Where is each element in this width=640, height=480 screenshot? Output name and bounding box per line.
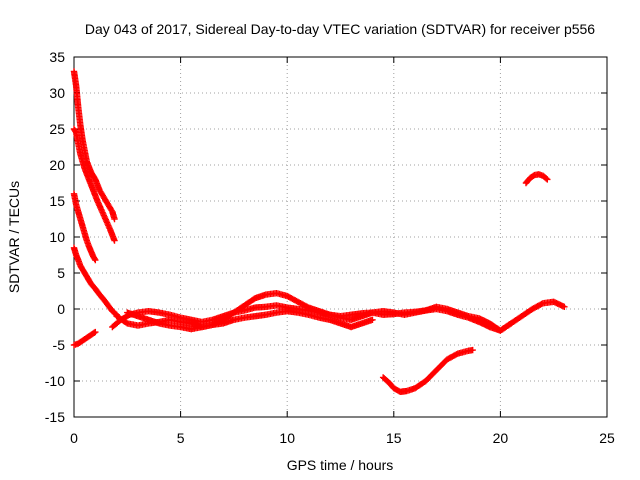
y-tick-label: -5 <box>53 337 66 353</box>
point-marker <box>537 301 544 308</box>
point-marker <box>453 351 460 358</box>
point-marker <box>543 175 550 182</box>
point-marker <box>107 205 114 213</box>
x-tick-label: 10 <box>279 430 295 446</box>
point-marker <box>303 311 311 318</box>
point-marker <box>82 271 89 278</box>
data-markers <box>70 68 568 395</box>
point-marker <box>91 255 98 263</box>
point-marker <box>506 321 514 328</box>
point-marker <box>81 228 88 236</box>
y-axis-label: SDTVAR / TECUs <box>6 181 22 293</box>
point-marker <box>442 305 449 312</box>
point-marker <box>77 263 85 271</box>
point-marker <box>165 311 172 318</box>
y-tick-label: 25 <box>49 121 65 137</box>
point-marker <box>90 254 98 261</box>
y-tick-label: 15 <box>49 193 65 209</box>
point-marker <box>121 318 129 325</box>
point-marker <box>101 195 108 202</box>
point-marker <box>76 149 84 156</box>
series-arc-a <box>70 68 118 223</box>
point-marker <box>282 292 289 299</box>
y-tick-labels: 35 30 25 20 15 10 5 0 -5 -10 -15 <box>45 49 65 425</box>
point-marker <box>314 314 321 321</box>
point-marker <box>291 297 299 304</box>
point-marker <box>541 174 549 181</box>
point-marker <box>559 303 567 310</box>
point-marker <box>74 207 82 214</box>
point-marker <box>394 387 401 394</box>
y-tick-label: 0 <box>57 301 65 317</box>
point-marker <box>505 321 512 329</box>
y-tick-label: -10 <box>45 373 65 389</box>
point-marker <box>90 173 98 181</box>
y-tick-label: 30 <box>49 85 65 101</box>
x-tick-label: 5 <box>177 430 185 446</box>
series-arc-d <box>70 244 120 318</box>
series-arc-e <box>70 328 99 349</box>
point-marker <box>91 329 98 336</box>
point-marker <box>325 316 332 323</box>
point-marker <box>238 303 246 311</box>
plot-frame <box>73 56 608 418</box>
point-marker <box>420 379 427 386</box>
point-marker <box>76 214 84 221</box>
x-tick-label: 0 <box>70 430 78 446</box>
point-marker <box>463 312 471 319</box>
series-band-3 <box>124 307 376 333</box>
point-marker <box>110 236 118 243</box>
point-marker <box>335 314 343 321</box>
point-marker <box>529 173 536 180</box>
point-marker <box>367 317 375 324</box>
point-marker <box>107 305 114 313</box>
point-marker <box>78 221 86 228</box>
point-marker <box>94 289 102 296</box>
y-tick-label: -15 <box>45 409 65 425</box>
point-marker <box>302 302 310 310</box>
point-marker <box>71 127 78 134</box>
point-marker <box>474 314 481 322</box>
series-arc-c <box>70 190 99 264</box>
point-marker <box>89 330 97 337</box>
y-tick-label: 35 <box>49 49 65 65</box>
point-marker <box>83 235 90 243</box>
point-marker <box>249 296 257 303</box>
series-arc-high <box>522 171 551 187</box>
point-marker <box>103 299 110 307</box>
x-tick-labels: 0 5 10 15 20 25 <box>70 430 615 446</box>
point-marker <box>441 358 449 365</box>
point-marker <box>468 347 475 354</box>
point-marker <box>421 307 428 314</box>
y-tick-label: 20 <box>49 157 65 173</box>
point-marker <box>154 319 162 327</box>
series-arc-low <box>379 346 476 395</box>
x-tick-label: 20 <box>493 430 509 446</box>
point-marker <box>111 309 118 317</box>
y-tick-label: 5 <box>57 265 65 281</box>
point-marker <box>100 210 107 218</box>
x-tick-label: 15 <box>386 430 402 446</box>
x-tick-label: 25 <box>599 430 615 446</box>
series-arc-b <box>70 125 118 244</box>
point-marker <box>72 199 80 207</box>
point-marker <box>110 214 118 221</box>
point-marker <box>516 314 523 321</box>
point-marker <box>538 300 545 308</box>
point-marker <box>451 351 459 359</box>
point-marker <box>86 278 93 285</box>
point-marker <box>229 317 236 324</box>
point-marker <box>431 369 438 376</box>
point-marker <box>526 307 534 314</box>
axis-ticks <box>73 56 608 418</box>
x-axis-label: GPS time / hours <box>287 457 394 473</box>
chart-title: Day 043 of 2017, Sidereal Day-to-day VTE… <box>85 21 595 37</box>
point-marker <box>384 378 391 385</box>
grid <box>73 56 608 418</box>
y-tick-label: 10 <box>49 229 65 245</box>
point-marker <box>228 311 235 318</box>
